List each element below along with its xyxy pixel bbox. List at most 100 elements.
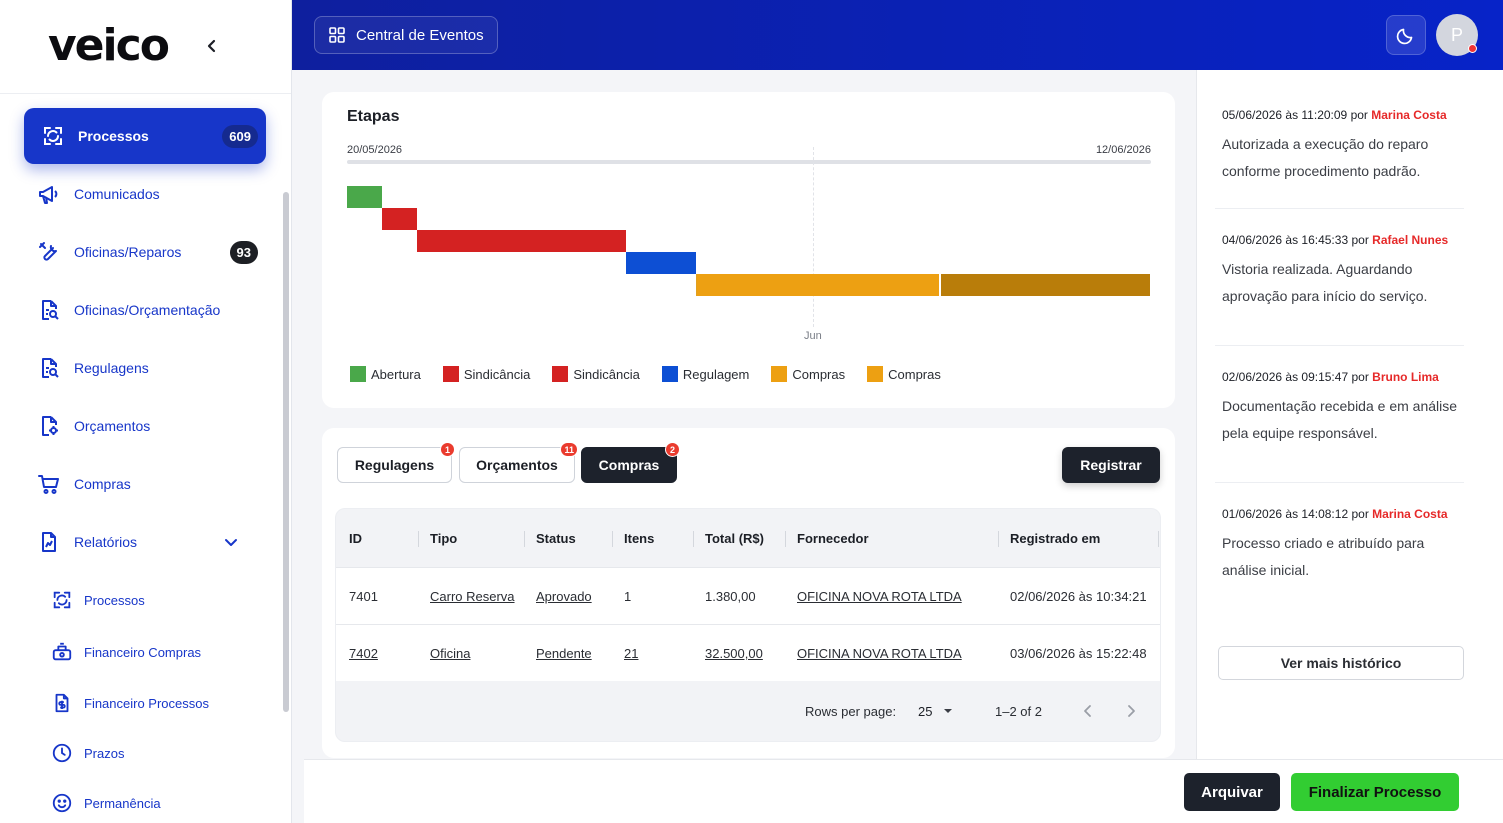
cell-total-link[interactable]: 32.500,00 bbox=[705, 646, 763, 661]
sidebar-item-comunicados[interactable]: Comunicados bbox=[24, 166, 266, 222]
subitem-financeiro-processos[interactable]: Financeiro Processos bbox=[50, 683, 209, 723]
column-header[interactable]: Registrado em bbox=[1010, 531, 1101, 546]
history-text: Vistoria realizada. Aguardando aprovação… bbox=[1222, 261, 1428, 304]
sidebar-item-label: Comunicados bbox=[74, 186, 160, 202]
history-text: Processo criado e atribuído para análise… bbox=[1222, 535, 1425, 578]
brand-logo[interactable]: veico bbox=[48, 20, 170, 71]
cell-itens-link[interactable]: 21 bbox=[624, 646, 639, 661]
next-page-button[interactable] bbox=[1123, 703, 1139, 719]
legend-label: Abertura bbox=[371, 366, 421, 382]
smiley-icon bbox=[50, 791, 74, 815]
history-meta: 05/06/2026 às 11:20:09 por Marina Costa bbox=[1222, 108, 1467, 122]
history-entry: 01/06/2026 às 14:08:12 por Marina Costa … bbox=[1222, 507, 1467, 584]
collapse-sidebar-button[interactable] bbox=[203, 34, 221, 58]
sidebar-item-orcamentos[interactable]: Orçamentos bbox=[24, 398, 266, 454]
cell-id: 7401 bbox=[349, 589, 378, 604]
tab-orcamentos[interactable]: Orçamentos 11 bbox=[459, 442, 578, 483]
sidebar-scrollbar[interactable] bbox=[283, 192, 289, 712]
cell-registrado: 03/06/2026 às 15:22:48 bbox=[1010, 646, 1147, 661]
etapas-card: Etapas 20/05/2026 12/06/2026 Jun Abertur… bbox=[322, 92, 1175, 408]
column-header[interactable]: Itens bbox=[624, 531, 655, 546]
gantt-bar[interactable] bbox=[626, 252, 697, 274]
tab-compras[interactable]: Compras 2 bbox=[581, 442, 680, 483]
gantt-bar[interactable] bbox=[416, 230, 627, 252]
central-de-eventos-button[interactable]: Central de Eventos bbox=[314, 16, 498, 54]
legend-item[interactable]: Compras bbox=[867, 366, 941, 382]
rows-per-page-value: 25 bbox=[918, 703, 933, 719]
subitem-label: Processos bbox=[84, 592, 145, 608]
history-meta: 02/06/2026 às 09:15:47 por Bruno Lima bbox=[1222, 370, 1467, 384]
document-gear-icon bbox=[36, 413, 62, 439]
column-header[interactable]: Fornecedor bbox=[797, 531, 869, 546]
cell-status-link[interactable]: Pendente bbox=[536, 646, 592, 661]
cell-fornecedor-link[interactable]: OFICINA NOVA ROTA LTDA bbox=[797, 589, 962, 604]
grid-icon bbox=[329, 27, 345, 43]
column-header[interactable]: Tipo bbox=[430, 531, 458, 546]
subitem-label: Financeiro Compras bbox=[84, 644, 202, 660]
registrar-button[interactable]: Registrar bbox=[1062, 447, 1160, 483]
sidebar-item-label: Oficinas/Orçamentação bbox=[74, 302, 221, 318]
chevron-down-icon[interactable] bbox=[224, 535, 238, 549]
gantt-bar[interactable] bbox=[381, 208, 417, 230]
processes-icon bbox=[40, 123, 66, 149]
sidebar-item-relatorios[interactable]: Relatórios bbox=[24, 514, 266, 570]
rows-per-page-select[interactable]: 25 bbox=[918, 701, 958, 721]
legend-item[interactable]: Abertura bbox=[350, 366, 421, 382]
clock-icon bbox=[50, 741, 74, 765]
column-divider bbox=[524, 531, 525, 547]
cell-fornecedor-link[interactable]: OFICINA NOVA ROTA LTDA bbox=[797, 646, 962, 661]
sidebar-item-regulagens[interactable]: Regulagens bbox=[24, 340, 266, 396]
theme-toggle-button[interactable] bbox=[1386, 15, 1426, 55]
history-divider bbox=[1215, 482, 1464, 483]
gantt-bar[interactable] bbox=[696, 274, 939, 296]
sidebar-item-label: Orçamentos bbox=[74, 418, 151, 434]
gantt-end-date: 12/06/2026 bbox=[1095, 144, 1151, 156]
cell-id-link[interactable]: 7402 bbox=[349, 646, 378, 661]
finalizar-processo-button[interactable]: Finalizar Processo bbox=[1291, 773, 1459, 811]
logo-row: veico bbox=[0, 0, 291, 94]
timeline-track bbox=[347, 160, 1151, 164]
subitem-financeiro-compras[interactable]: Financeiro Compras bbox=[50, 632, 201, 672]
subitem-permanencia[interactable]: Permanência bbox=[50, 783, 161, 823]
legend-label: Sindicância bbox=[463, 366, 531, 382]
subitem-label: Financeiro Processos bbox=[84, 695, 209, 711]
gantt-bar[interactable] bbox=[347, 186, 382, 208]
column-header[interactable]: ID bbox=[349, 531, 362, 546]
column-header[interactable]: Status bbox=[536, 531, 576, 546]
sidebar-item-compras[interactable]: Compras bbox=[24, 456, 266, 512]
table-row[interactable]: 7402 Oficina Pendente 21 32.500,00 OFICI… bbox=[336, 624, 1160, 681]
history-timestamp: 05/06/2026 às 11:20:09 bbox=[1222, 108, 1348, 122]
subitem-label: Prazos bbox=[84, 745, 125, 761]
column-header[interactable]: Total (R$) bbox=[705, 531, 764, 546]
tab-badge: 2 bbox=[665, 442, 680, 457]
legend-item[interactable]: Sindicância bbox=[552, 366, 640, 382]
history-divider bbox=[1215, 208, 1464, 209]
sidebar-item-oficinas-reparos[interactable]: Oficinas/Reparos 93 bbox=[24, 224, 266, 280]
table-row[interactable]: 7401 Carro Reserva Aprovado 1 1.380,00 O… bbox=[336, 567, 1160, 624]
ver-mais-historico-button[interactable]: Ver mais histórico bbox=[1218, 646, 1464, 680]
cell-tipo-link[interactable]: Carro Reserva bbox=[430, 589, 515, 604]
chevron-left-icon bbox=[207, 39, 216, 53]
sidebar-item-processos[interactable]: Processos 609 bbox=[24, 108, 266, 164]
cell-tipo-link[interactable]: Oficina bbox=[430, 646, 471, 661]
subitem-processos[interactable]: Processos bbox=[50, 580, 145, 620]
legend-label: Compras bbox=[792, 366, 846, 382]
dollar-document-icon bbox=[50, 691, 74, 715]
history-author: Marina Costa bbox=[1371, 108, 1447, 122]
history-author: Marina Costa bbox=[1372, 507, 1448, 521]
legend-item[interactable]: Sindicância bbox=[442, 366, 531, 382]
user-avatar[interactable]: P bbox=[1436, 14, 1478, 56]
cell-status-link[interactable]: Aprovado bbox=[536, 589, 592, 604]
sidebar-item-label: Relatórios bbox=[74, 534, 138, 550]
legend-item[interactable]: Regulagem bbox=[661, 366, 749, 382]
legend-swatch bbox=[771, 366, 788, 382]
sidebar-item-oficinas-orcamentacao[interactable]: Oficinas/Orçamentação bbox=[24, 282, 266, 338]
cash-register-icon bbox=[50, 640, 74, 664]
arquivar-button[interactable]: Arquivar bbox=[1184, 773, 1280, 811]
prev-page-button[interactable] bbox=[1080, 703, 1096, 719]
gantt-bar[interactable] bbox=[940, 274, 1150, 296]
rows-per-page-label: Rows per page: bbox=[805, 704, 897, 719]
tab-regulagens[interactable]: Regulagens 1 bbox=[337, 442, 455, 483]
subitem-prazos[interactable]: Prazos bbox=[50, 733, 124, 773]
legend-item[interactable]: Compras bbox=[771, 366, 845, 382]
